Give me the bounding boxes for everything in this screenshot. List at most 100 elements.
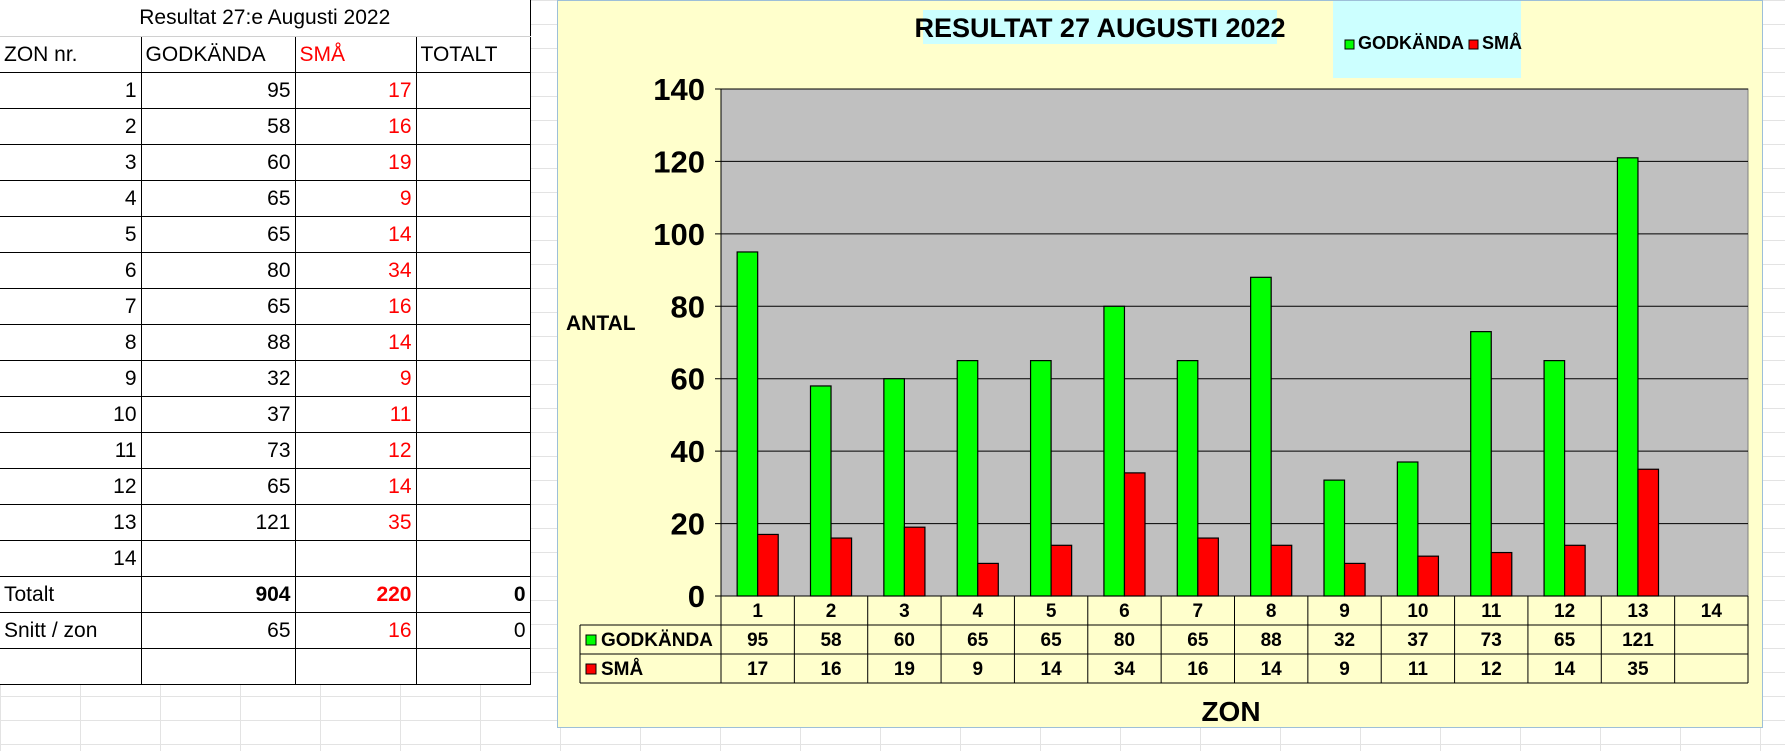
empty-cell[interactable] bbox=[416, 648, 531, 685]
bar-godkanda bbox=[883, 378, 905, 597]
cell-totalt[interactable] bbox=[416, 180, 531, 217]
legend-key-sma bbox=[1468, 39, 1479, 50]
empty-cell[interactable] bbox=[0, 648, 142, 685]
totals-label[interactable]: Totalt bbox=[0, 576, 142, 613]
cell-sma[interactable]: 17 bbox=[295, 72, 417, 109]
cell-totalt[interactable] bbox=[416, 504, 531, 541]
cell-totalt[interactable] bbox=[416, 396, 531, 433]
cell-totalt[interactable] bbox=[416, 432, 531, 469]
cell-sma[interactable]: 16 bbox=[295, 288, 417, 325]
cell-godkanda[interactable]: 37 bbox=[141, 396, 296, 433]
legend-label-godkanda: GODKÄNDA bbox=[1358, 33, 1464, 53]
cell-zon[interactable]: 8 bbox=[0, 324, 142, 361]
cell-sma[interactable]: 14 bbox=[295, 216, 417, 253]
header-sma[interactable]: SMÅ bbox=[295, 36, 417, 73]
sheet-title[interactable]: Resultat 27:e Augusti 2022 bbox=[0, 0, 531, 37]
cell-godkanda[interactable]: 65 bbox=[141, 216, 296, 253]
cell-godkanda[interactable]: 73 bbox=[141, 432, 296, 469]
chart-area[interactable]: 0 20 40 60 80 100 120 140 1 2 3 4 5 6 7 8 9 10 11 12 13 14 GOD… bbox=[557, 0, 1763, 728]
cell-sma[interactable]: 9 bbox=[295, 180, 417, 217]
average-totalt[interactable]: 0 bbox=[416, 612, 531, 649]
cell-zon[interactable]: 14 bbox=[0, 540, 142, 577]
cell-godkanda[interactable]: 88 bbox=[141, 324, 296, 361]
table-row: 2 58 16 bbox=[0, 108, 531, 145]
totals-godkanda[interactable]: 904 bbox=[141, 576, 296, 613]
cell-sma[interactable]: 14 bbox=[295, 468, 417, 505]
data-label: 11 bbox=[1408, 659, 1429, 680]
data-label: 35 bbox=[1627, 659, 1649, 680]
cell-zon[interactable]: 12 bbox=[0, 468, 142, 505]
cell-sma[interactable]: 35 bbox=[295, 504, 417, 541]
cell-zon[interactable]: 10 bbox=[0, 396, 142, 433]
data-label: 16 bbox=[820, 659, 841, 680]
totals-totalt[interactable]: 0 bbox=[416, 576, 531, 613]
x-tick-label: 8 bbox=[1266, 601, 1277, 622]
bar-godkanda bbox=[956, 360, 979, 597]
cell-godkanda[interactable]: 65 bbox=[141, 288, 296, 325]
cell-zon[interactable]: 2 bbox=[0, 108, 142, 145]
cell-totalt[interactable] bbox=[416, 324, 531, 361]
table-row: 6 80 34 bbox=[0, 252, 531, 289]
cell-totalt[interactable] bbox=[416, 108, 531, 145]
cell-sma[interactable]: 16 bbox=[295, 108, 417, 145]
cell-zon[interactable]: 7 bbox=[0, 288, 142, 325]
data-label: 32 bbox=[1334, 630, 1355, 651]
cell-zon[interactable]: 11 bbox=[0, 432, 142, 469]
cell-sma[interactable]: 14 bbox=[295, 324, 417, 361]
header-godkanda[interactable]: GODKÄNDA bbox=[141, 36, 296, 73]
data-label: 12 bbox=[1481, 659, 1502, 680]
cell-totalt[interactable] bbox=[416, 216, 531, 253]
cell-totalt[interactable] bbox=[416, 252, 531, 289]
cell-totalt[interactable] bbox=[416, 144, 531, 181]
average-sma[interactable]: 16 bbox=[295, 612, 417, 649]
cell-sma[interactable]: 11 bbox=[295, 396, 417, 433]
empty-cell[interactable] bbox=[295, 648, 417, 685]
data-label: 37 bbox=[1407, 630, 1428, 651]
cell-zon[interactable]: 3 bbox=[0, 144, 142, 181]
cell-zon[interactable]: 4 bbox=[0, 180, 142, 217]
cell-zon[interactable]: 5 bbox=[0, 216, 142, 253]
bar-sma bbox=[1564, 544, 1586, 597]
cell-godkanda[interactable]: 65 bbox=[141, 468, 296, 505]
data-label: 14 bbox=[1554, 659, 1576, 680]
cell-godkanda[interactable]: 95 bbox=[141, 72, 296, 109]
legend-key-godkanda bbox=[1344, 39, 1355, 50]
cell-godkanda[interactable]: 58 bbox=[141, 108, 296, 145]
table-row: 5 65 14 bbox=[0, 216, 531, 253]
average-label[interactable]: Snitt / zon bbox=[0, 612, 142, 649]
cell-totalt[interactable] bbox=[416, 288, 531, 325]
totals-sma[interactable]: 220 bbox=[295, 576, 417, 613]
table-series-label: GODKÄNDA bbox=[601, 630, 713, 651]
cell-godkanda[interactable]: 121 bbox=[141, 504, 296, 541]
cell-godkanda[interactable]: 65 bbox=[141, 180, 296, 217]
cell-godkanda[interactable]: 60 bbox=[141, 144, 296, 181]
data-label: 80 bbox=[1114, 630, 1135, 651]
cell-godkanda[interactable]: 80 bbox=[141, 252, 296, 289]
y-tick-label: 140 bbox=[653, 72, 705, 107]
cell-zon[interactable]: 6 bbox=[0, 252, 142, 289]
empty-cell[interactable] bbox=[141, 648, 296, 685]
cell-totalt[interactable] bbox=[416, 540, 531, 577]
cell-zon[interactable]: 13 bbox=[0, 504, 142, 541]
header-zon[interactable]: ZON nr. bbox=[0, 36, 142, 73]
average-row: Snitt / zon 65 16 0 bbox=[0, 612, 531, 649]
cell-sma[interactable] bbox=[295, 540, 417, 577]
totals-row: Totalt 904 220 0 bbox=[0, 576, 531, 613]
y-tick-label: 40 bbox=[671, 434, 705, 469]
y-tick-label: 100 bbox=[653, 217, 705, 252]
header-totalt[interactable]: TOTALT bbox=[416, 36, 531, 73]
bar-sma bbox=[1343, 562, 1366, 597]
data-label: 9 bbox=[972, 659, 983, 680]
cell-zon[interactable]: 1 bbox=[0, 72, 142, 109]
cell-godkanda[interactable]: 32 bbox=[141, 360, 296, 397]
cell-sma[interactable]: 19 bbox=[295, 144, 417, 181]
average-godkanda[interactable]: 65 bbox=[141, 612, 296, 649]
cell-totalt[interactable] bbox=[416, 72, 531, 109]
cell-sma[interactable]: 34 bbox=[295, 252, 417, 289]
cell-sma[interactable]: 12 bbox=[295, 432, 417, 469]
cell-totalt[interactable] bbox=[416, 468, 531, 505]
cell-zon[interactable]: 9 bbox=[0, 360, 142, 397]
cell-godkanda[interactable] bbox=[141, 540, 296, 577]
cell-sma[interactable]: 9 bbox=[295, 360, 417, 397]
cell-totalt[interactable] bbox=[416, 360, 531, 397]
